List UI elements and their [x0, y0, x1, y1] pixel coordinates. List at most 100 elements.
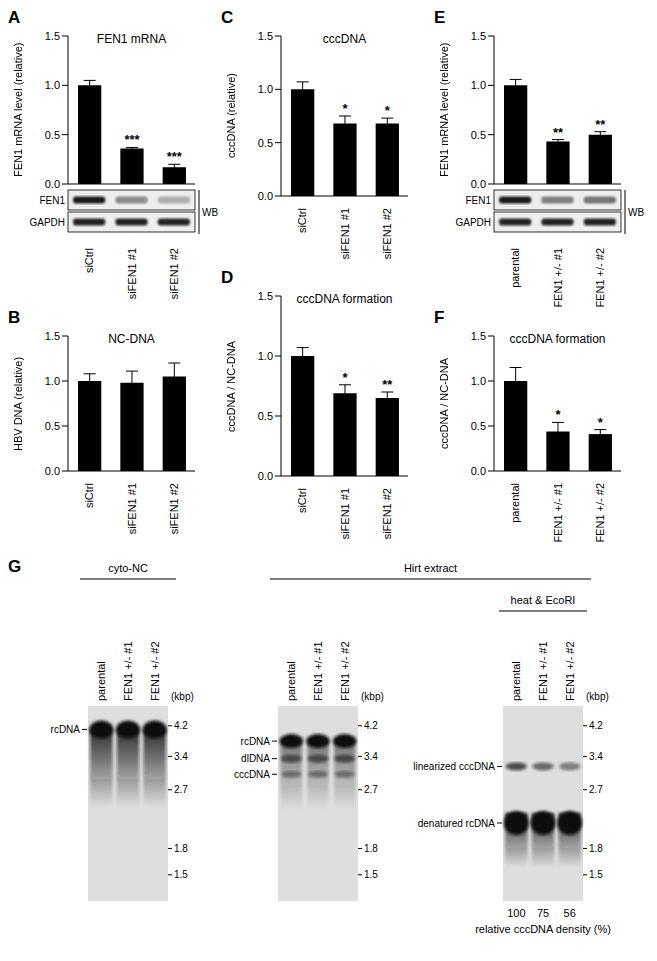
svg-text:rcDNA: rcDNA — [241, 736, 271, 747]
svg-text:1.5: 1.5 — [258, 290, 273, 302]
svg-text:***: *** — [167, 149, 183, 164]
svg-text:cccDNA: cccDNA — [234, 769, 270, 780]
svg-text:1.5: 1.5 — [471, 330, 486, 342]
svg-text:FEN1: FEN1 — [39, 195, 65, 206]
svg-text:4.2: 4.2 — [589, 720, 603, 731]
svg-text:1.0: 1.0 — [258, 350, 273, 362]
svg-text:0.0: 0.0 — [258, 190, 273, 202]
svg-text:*: * — [342, 370, 348, 385]
svg-text:1.0: 1.0 — [471, 79, 486, 91]
svg-text:FEN1 +/- #2: FEN1 +/- #2 — [339, 641, 351, 701]
svg-text:GAPDH: GAPDH — [455, 217, 491, 228]
svg-text:FEN1 +/- #2: FEN1 +/- #2 — [564, 641, 576, 701]
svg-text:1.8: 1.8 — [174, 843, 188, 854]
svg-text:**: ** — [595, 117, 606, 132]
svg-text:1.0: 1.0 — [45, 375, 60, 387]
svg-text:0.5: 0.5 — [258, 137, 273, 149]
svg-text:cyto-NC: cyto-NC — [108, 562, 148, 574]
svg-text:1.5: 1.5 — [45, 330, 60, 342]
svg-text:rcDNA: rcDNA — [51, 724, 81, 735]
svg-text:0.5: 0.5 — [45, 129, 60, 141]
svg-text:FEN1 +/- #1: FEN1 +/- #1 — [537, 641, 549, 701]
svg-text:2.7: 2.7 — [364, 784, 378, 795]
svg-text:FEN1 +/- #2: FEN1 +/- #2 — [149, 641, 161, 701]
svg-text:FEN1 +/- #2: FEN1 +/- #2 — [594, 248, 606, 308]
svg-text:0.0: 0.0 — [258, 470, 273, 482]
svg-text:1.5: 1.5 — [45, 30, 60, 42]
svg-text:parental: parental — [509, 248, 521, 288]
svg-text:0.0: 0.0 — [45, 465, 60, 477]
svg-text:0.5: 0.5 — [471, 420, 486, 432]
svg-text:siFEN1 #2: siFEN1 #2 — [381, 488, 393, 539]
svg-text:dlDNA: dlDNA — [241, 753, 270, 764]
svg-text:Hirt extract: Hirt extract — [404, 562, 457, 574]
svg-text:parental: parental — [510, 661, 522, 701]
svg-text:siFEN1 #2: siFEN1 #2 — [168, 248, 180, 299]
svg-text:FEN1 +/- #1: FEN1 +/- #1 — [552, 248, 564, 308]
svg-text:FEN1: FEN1 — [465, 195, 491, 206]
svg-text:0.5: 0.5 — [471, 129, 486, 141]
svg-text:1.5: 1.5 — [589, 869, 603, 880]
svg-text:FEN1 +/- #2: FEN1 +/- #2 — [594, 483, 606, 543]
svg-text:siCtrl: siCtrl — [83, 248, 95, 273]
svg-text:**: ** — [553, 125, 564, 140]
svg-text:parental: parental — [509, 483, 521, 523]
svg-text:1.8: 1.8 — [364, 843, 378, 854]
svg-text:(kbp): (kbp) — [171, 691, 194, 702]
svg-text:***: *** — [124, 132, 140, 147]
svg-text:heat & EcoRI: heat & EcoRI — [511, 594, 576, 606]
svg-text:0.5: 0.5 — [45, 420, 60, 432]
svg-text:linearized cccDNA: linearized cccDNA — [413, 761, 495, 772]
svg-text:1.5: 1.5 — [174, 869, 188, 880]
svg-text:1.0: 1.0 — [258, 83, 273, 95]
svg-text:siFEN1 #1: siFEN1 #1 — [126, 483, 138, 534]
svg-text:**: ** — [382, 377, 393, 392]
svg-text:(kbp): (kbp) — [361, 691, 384, 702]
svg-text:0.0: 0.0 — [45, 178, 60, 190]
svg-text:1.5: 1.5 — [471, 30, 486, 42]
svg-text:FEN1 +/- #1: FEN1 +/- #1 — [122, 641, 134, 701]
svg-text:GAPDH: GAPDH — [29, 217, 65, 228]
svg-text:75: 75 — [537, 907, 549, 919]
svg-text:4.2: 4.2 — [364, 720, 378, 731]
svg-text:siCtrl: siCtrl — [296, 208, 308, 233]
svg-text:denatured rcDNA: denatured rcDNA — [418, 818, 496, 829]
svg-text:3.4: 3.4 — [364, 751, 378, 762]
svg-text:FEN1 +/- #1: FEN1 +/- #1 — [312, 641, 324, 701]
svg-text:siFEN1 #2: siFEN1 #2 — [168, 483, 180, 534]
svg-text:FEN1 +/- #1: FEN1 +/- #1 — [552, 483, 564, 543]
svg-text:siCtrl: siCtrl — [296, 488, 308, 513]
svg-text:(kbp): (kbp) — [586, 691, 609, 702]
svg-text:siCtrl: siCtrl — [83, 483, 95, 508]
svg-text:siFEN1 #2: siFEN1 #2 — [381, 208, 393, 259]
svg-text:siFEN1 #1: siFEN1 #1 — [339, 488, 351, 539]
svg-text:G: G — [8, 557, 21, 576]
svg-text:1.8: 1.8 — [589, 843, 603, 854]
svg-text:1.0: 1.0 — [45, 79, 60, 91]
svg-text:0.0: 0.0 — [471, 465, 486, 477]
svg-text:*: * — [598, 415, 604, 430]
svg-text:4.2: 4.2 — [174, 720, 188, 731]
svg-text:3.4: 3.4 — [589, 751, 603, 762]
svg-text:*: * — [555, 407, 561, 422]
svg-text:siFEN1 #1: siFEN1 #1 — [339, 208, 351, 259]
svg-text:*: * — [385, 103, 391, 118]
svg-text:2.7: 2.7 — [589, 784, 603, 795]
svg-text:100: 100 — [507, 907, 525, 919]
svg-text:1.5: 1.5 — [364, 869, 378, 880]
svg-text:1.5: 1.5 — [258, 30, 273, 42]
svg-text:parental: parental — [285, 661, 297, 701]
svg-text:siFEN1 #1: siFEN1 #1 — [126, 248, 138, 299]
svg-text:WB: WB — [202, 207, 218, 218]
svg-text:0.0: 0.0 — [471, 178, 486, 190]
svg-text:parental: parental — [95, 661, 107, 701]
svg-text:2.7: 2.7 — [174, 784, 188, 795]
svg-text:3.4: 3.4 — [174, 751, 188, 762]
svg-text:relative cccDNA density (%): relative cccDNA density (%) — [475, 923, 611, 935]
svg-text:1.0: 1.0 — [471, 375, 486, 387]
html-text:FEN1 mRNA: FEN1 mRNA — [96, 32, 167, 46]
svg-text:WB: WB — [628, 207, 644, 218]
svg-text:0.5: 0.5 — [258, 410, 273, 422]
svg-text:56: 56 — [564, 907, 576, 919]
svg-text:*: * — [342, 101, 348, 116]
